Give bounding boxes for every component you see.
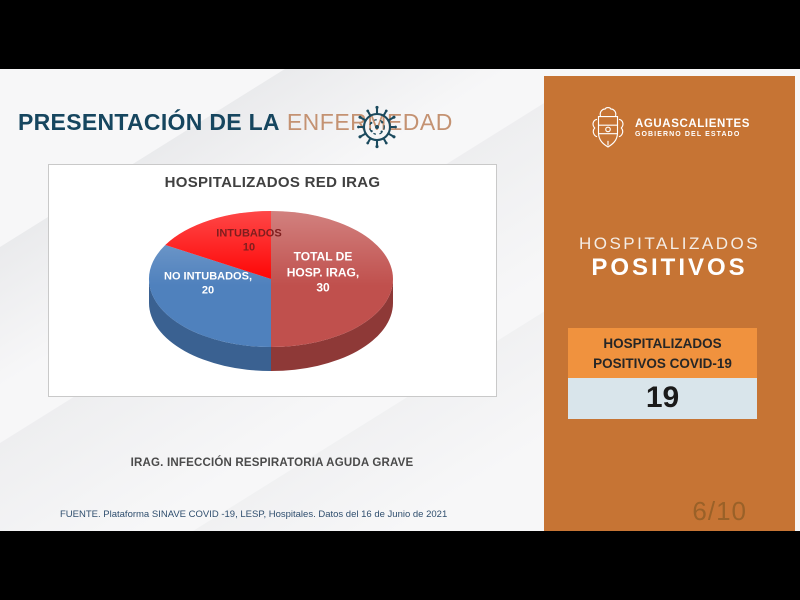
- logo-text: AGUASCALIENTES GOBIERNO DEL ESTADO: [635, 118, 750, 138]
- virus-icon: [357, 105, 397, 149]
- slide: PRESENTACIÓN DE LA ENFERMEDAD: [0, 69, 800, 531]
- logo-name: AGUASCALIENTES: [634, 118, 751, 130]
- stat-box-header: HOSPITALIZADOS POSITIVOS COVID-19: [568, 328, 757, 379]
- chart-title: HOSPITALIZADOS RED IRAG: [164, 174, 381, 191]
- sidebar-heading-line1: HOSPITALIZADOS: [578, 234, 761, 253]
- pie-side-no-intubados: [149, 279, 271, 371]
- stat-label-line2: POSITIVOS COVID-19: [593, 355, 732, 371]
- pie-label-no-intubados: NO INTUBADOS, 20: [164, 270, 252, 297]
- title-primary: PRESENTACIÓN DE LA: [18, 109, 280, 135]
- pie-side-total: [271, 279, 393, 371]
- stat-label-line1: HOSPITALIZADOS: [603, 336, 722, 351]
- pie-highlight: [149, 211, 393, 347]
- aguascalientes-crest-icon: [592, 107, 624, 148]
- source-note: FUENTE. Plataforma SINAVE COVID -19, LES…: [60, 509, 448, 520]
- page-indicator: 6/10: [692, 496, 747, 526]
- pie-label-intubados: INTUBADOS 10: [216, 227, 282, 254]
- stat-box: HOSPITALIZADOS POSITIVOS COVID-19 19: [568, 328, 757, 420]
- pie-chart: [148, 211, 393, 371]
- sidebar: AGUASCALIENTES GOBIERNO DEL ESTADO HOSPI…: [544, 76, 795, 531]
- sidebar-heading-line2: POSITIVOS: [591, 254, 748, 281]
- chart-panel: HOSPITALIZADOS RED IRAG INTUBADOS: [48, 164, 497, 397]
- government-logo: AGUASCALIENTES GOBIERNO DEL ESTADO: [544, 104, 795, 152]
- logo-subtitle: GOBIERNO DEL ESTADO: [634, 131, 741, 138]
- stat-value: 19: [568, 378, 757, 420]
- pie-label-total: TOTAL DE HOSP. IRAG, 30: [286, 249, 360, 295]
- abbreviation-note: IRAG. INFECCIÓN RESPIRATORIA AGUDA GRAVE: [130, 457, 414, 469]
